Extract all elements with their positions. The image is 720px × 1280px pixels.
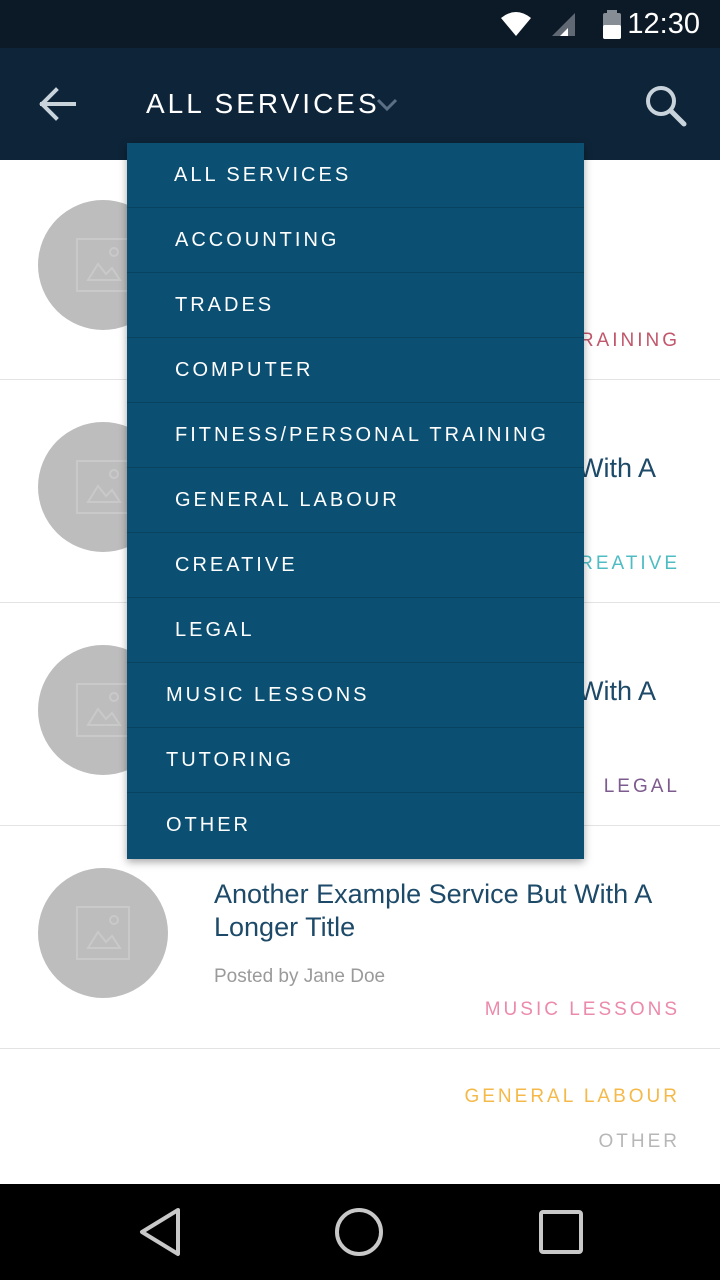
category-tag: GENERAL LABOUR (464, 1086, 680, 1107)
image-placeholder-icon (76, 460, 130, 514)
app-bar: ALL SERVICES (0, 48, 720, 160)
menu-item-legal[interactable]: LEGAL (127, 598, 584, 663)
service-title: With A (578, 676, 657, 706)
nav-back-icon[interactable] (136, 1206, 184, 1258)
image-placeholder-icon (76, 906, 130, 960)
status-bar: 12:30 (0, 0, 720, 48)
category-tag: OTHER (598, 1131, 680, 1152)
menu-item-fitness[interactable]: FITNESS/PERSONAL TRAINING (127, 403, 584, 468)
chevron-down-icon[interactable] (374, 94, 400, 114)
service-title: With A (578, 453, 657, 483)
category-tag: MUSIC LESSONS (484, 999, 680, 1020)
page-title[interactable]: ALL SERVICES (146, 88, 380, 119)
menu-item-computer[interactable]: COMPUTER (127, 338, 584, 403)
avatar (38, 868, 168, 998)
menu-item-other[interactable]: OTHER (166, 814, 251, 836)
category-tag: LEGAL (603, 776, 680, 797)
menu-item-all-services[interactable]: ALL SERVICES (127, 143, 584, 208)
clock-time: 12:30 (627, 8, 700, 40)
nav-recents-icon[interactable] (537, 1208, 585, 1256)
menu-item-general-labour[interactable]: GENERAL LABOUR (127, 468, 584, 533)
menu-item-tutoring[interactable]: TUTORING (127, 728, 584, 793)
service-filter-dropdown: ALL SERVICES ACCOUNTING TRADES COMPUTER … (127, 143, 584, 859)
list-item-partial: GENERAL LABOUR OTHER (0, 1049, 720, 1184)
signal-icon (552, 13, 575, 36)
menu-item-trades[interactable]: TRADES (127, 273, 584, 338)
menu-item-creative[interactable]: CREATIVE (127, 533, 584, 598)
category-tag: REATIVE (579, 553, 680, 574)
category-tag: RAINING (579, 330, 680, 351)
wifi-icon (501, 12, 531, 36)
system-nav-bar (0, 1184, 720, 1280)
image-placeholder-icon (76, 683, 130, 737)
arrow-back-icon[interactable] (30, 82, 82, 126)
posted-by: Posted by Jane Doe (214, 966, 386, 987)
menu-item-accounting[interactable]: ACCOUNTING (127, 208, 584, 273)
image-placeholder-icon (76, 238, 130, 292)
search-icon[interactable] (642, 82, 688, 128)
service-title: Another Example Service But With A Longe… (214, 879, 651, 942)
list-item[interactable]: Another Example Service But With A Longe… (0, 826, 720, 1049)
nav-home-icon[interactable] (333, 1206, 385, 1258)
menu-item-music-lessons[interactable]: MUSIC LESSONS (127, 663, 584, 728)
battery-icon (603, 10, 621, 39)
